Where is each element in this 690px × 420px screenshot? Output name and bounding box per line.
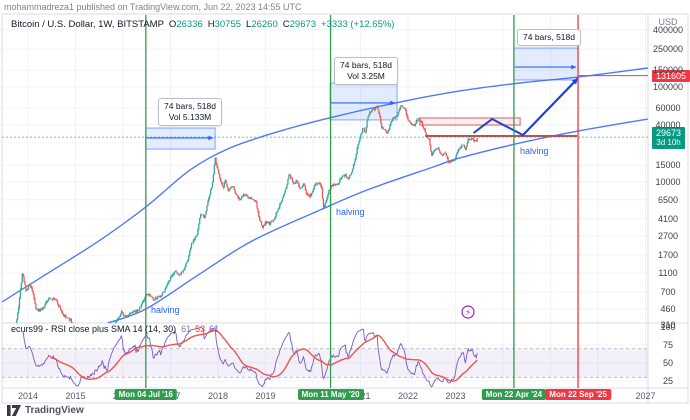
- year-tick-label: 2027: [635, 391, 656, 401]
- symbol-title: Bitcoin / U.S. Dollar, 1W, BITSTAMP: [11, 19, 164, 30]
- price-tick-label: 400000: [652, 24, 684, 35]
- halving-text-2020: halving: [336, 207, 365, 217]
- rsi-tick-label: 25: [662, 376, 673, 386]
- price-tick-label: 1100: [658, 268, 678, 279]
- year-tick-label: 2015: [65, 391, 86, 401]
- projection-price-tag: 131605: [652, 69, 690, 82]
- price-tick-label: 4100: [657, 213, 679, 224]
- bar-countdown: 3d 10h: [656, 138, 681, 148]
- year-tick-label: 2019: [255, 391, 276, 401]
- price-tick-label: 2700: [657, 231, 679, 242]
- low-label: L: [246, 19, 252, 30]
- rsi-indicator-legend: ecurs99 - RSI close plus SMA 14 (14, 30)…: [11, 324, 219, 334]
- price-tick-label: 100000: [652, 82, 684, 92]
- attribution-text: mohammadreza1 published on TradingView.c…: [4, 2, 302, 12]
- projection-date-badge: Mon 22 Sep '25: [545, 389, 611, 400]
- svg-text:⚡: ⚡: [465, 308, 471, 317]
- price-tick-label: 250000: [652, 44, 684, 55]
- measure-label-2016-cycle[interactable]: 74 bars, 518d Vol 5.133M: [158, 98, 222, 126]
- rsi-tick-label: 75: [662, 340, 673, 350]
- price-tick-label: 10000: [655, 177, 681, 187]
- change-value: +3333 (+12.65%): [321, 19, 395, 30]
- halving-text-2024: halving: [520, 146, 549, 156]
- halving-text-2016: halving: [151, 305, 180, 315]
- symbol-legend: Bitcoin / U.S. Dollar, 1W, BITSTAMP O2633…: [11, 19, 394, 30]
- year-tick-label: 2022: [397, 391, 419, 401]
- high-value: 30755: [214, 19, 242, 30]
- price-tick-label: 60000: [655, 103, 681, 114]
- tradingview-logo-text: TradingView: [25, 405, 84, 416]
- tradingview-logo[interactable]: TradingView: [7, 405, 84, 416]
- low-value: 26260: [251, 19, 278, 30]
- open-value: 26336: [176, 19, 203, 30]
- halving-date-badge: Mon 11 May '20: [297, 389, 364, 400]
- price-tick-label: 150000: [652, 65, 684, 76]
- price-tick-label: 700: [660, 286, 676, 297]
- price-tick-label: 15000: [655, 160, 681, 171]
- close-label: C: [282, 19, 290, 30]
- rsi-indicator-title: ecurs99 - RSI close plus SMA 14 (14, 30): [11, 324, 177, 334]
- tradingview-logo-icon: [7, 405, 21, 416]
- price-tick-label: 1700: [657, 250, 679, 261]
- measure-label-2020-cycle[interactable]: 74 bars, 518d Vol 3.25M: [334, 57, 398, 85]
- rsi-value-2: 53: [195, 324, 206, 334]
- halving-date-badge: Mon 22 Apr '24: [481, 389, 547, 400]
- open-label: O: [168, 19, 177, 30]
- year-tick-label: 2014: [17, 391, 39, 401]
- high-label: H: [207, 19, 215, 30]
- price-tick-label: 40000: [655, 119, 681, 130]
- close-value: 29673: [289, 19, 317, 30]
- rsi-value-1: 61: [181, 324, 192, 334]
- price-tick-label: 310: [660, 320, 676, 331]
- measure-label-2024-cycle[interactable]: 74 bars, 518d: [517, 29, 581, 46]
- halving-date-badge: Mon 04 Jul '16: [114, 389, 177, 400]
- year-tick-label: 2018: [207, 391, 229, 401]
- rsi-tick-label: 100: [660, 322, 676, 332]
- price-tick-label: 460: [660, 304, 676, 315]
- price-axis-currency: USD: [658, 17, 678, 27]
- rsi-value-3: 61: [209, 324, 220, 334]
- rsi-tick-label: 50: [662, 358, 673, 368]
- year-tick-label: 2023: [445, 391, 466, 401]
- last-price-tag: 29673 3d 10h: [652, 127, 686, 150]
- price-tick-label: 6500: [657, 194, 679, 205]
